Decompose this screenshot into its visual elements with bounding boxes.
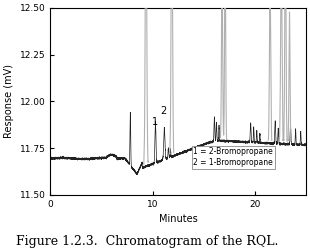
Text: Figure 1.2.3.  Chromatogram of the RQL.: Figure 1.2.3. Chromatogram of the RQL. [16, 234, 278, 248]
Text: 1 = 2-Bromopropane
2 = 1-Bromopropane: 1 = 2-Bromopropane 2 = 1-Bromopropane [193, 148, 273, 167]
Y-axis label: Response (mV): Response (mV) [4, 64, 14, 138]
X-axis label: Minutes: Minutes [159, 214, 197, 224]
Text: 2: 2 [161, 106, 167, 117]
Text: 1: 1 [152, 117, 158, 127]
